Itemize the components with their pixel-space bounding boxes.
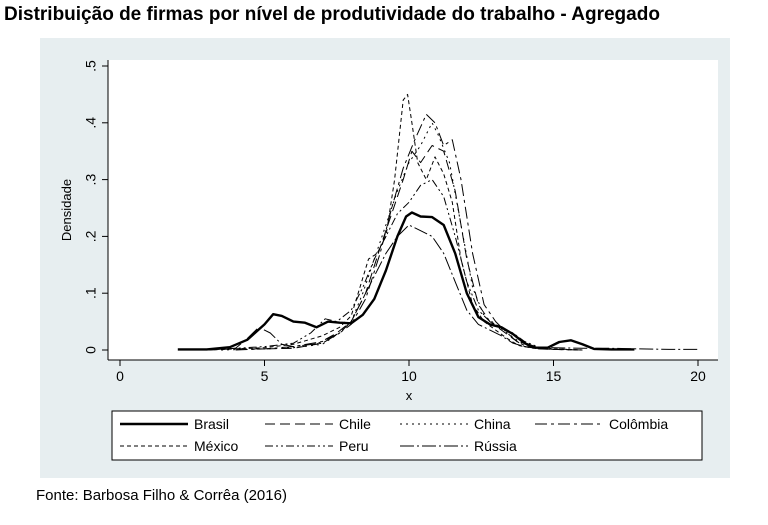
legend-label-china: China: [474, 416, 511, 432]
legend-label-rússia: Rússia: [474, 438, 517, 454]
x-tick-label: 20: [690, 368, 706, 384]
legend-box: [111, 410, 703, 461]
series-line-peru: [206, 179, 583, 351]
x-tick-label: 5: [261, 368, 269, 384]
y-tick-label: .1: [83, 287, 99, 299]
y-tick-label: 0: [83, 346, 99, 354]
series-line-colômbia: [235, 113, 583, 351]
y-tick-label: .5: [83, 60, 99, 72]
legend: Brasil Chile China Colômbia México Peru Rússia: [111, 410, 703, 461]
y-axis-label: Densidade: [59, 179, 74, 241]
chart-title: Distribuição de firmas por nível de prod…: [4, 4, 660, 25]
source-note: Fonte: Barbosa Filho & Corrêa (2016): [36, 487, 287, 504]
plot-area: [108, 60, 718, 360]
legend-items: Brasil Chile China Colômbia México Peru Rússia: [120, 416, 668, 454]
x-axis-ticks: 0 5 10 15 20: [116, 360, 706, 384]
y-axis-ticks: 0 .1 .2 .3 .4 .5: [83, 60, 108, 354]
y-tick-label: .3: [83, 174, 99, 186]
series-line-méxico: [206, 93, 583, 351]
density-chart: 0 5 10 15 20 0 .1 .2 .3 .4 .5 x Densidade Brasil C…: [59, 60, 718, 461]
x-tick-label: 0: [116, 368, 124, 384]
legend-label-méxico: México: [194, 438, 239, 454]
legend-label-chile: Chile: [339, 416, 371, 432]
x-tick-label: 10: [401, 368, 417, 384]
series-lines: [177, 93, 698, 351]
legend-label-peru: Peru: [339, 438, 369, 454]
series-line-rússia: [206, 224, 698, 351]
x-axis-label: x: [406, 388, 413, 403]
y-tick-label: .4: [83, 117, 99, 129]
x-tick-label: 15: [546, 368, 562, 384]
legend-label-colômbia: Colômbia: [609, 416, 668, 432]
chart-panel: 0 5 10 15 20 0 .1 .2 .3 .4 .5 x Densidade Brasil C…: [40, 38, 730, 478]
y-tick-label: .2: [83, 230, 99, 242]
legend-label-brasil: Brasil: [194, 416, 229, 432]
